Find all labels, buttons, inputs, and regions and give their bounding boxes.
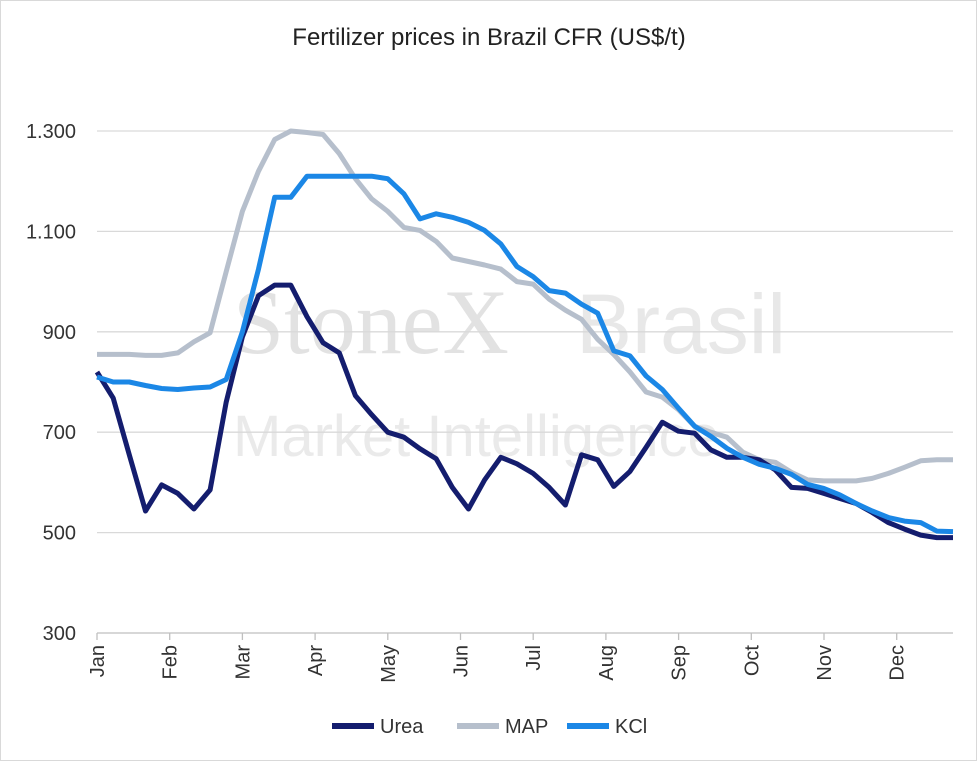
legend-label-kcl: KCl <box>615 716 647 738</box>
x-tick-label: Feb <box>160 645 182 679</box>
y-tick-label: 1.300 <box>26 121 76 143</box>
y-tick-label: 500 <box>43 523 76 545</box>
series-line-map <box>97 128 953 484</box>
y-tick-label: 1.100 <box>26 221 76 243</box>
watermark-country: Brasil <box>576 277 786 371</box>
x-tick-label: Oct <box>741 645 763 677</box>
x-tick-label: Dec <box>887 645 909 681</box>
y-axis-ticks: 300 500 700 900 1.100 1.300 <box>26 121 76 645</box>
legend: Urea MAP KCl <box>332 716 647 738</box>
x-tick-label: Nov <box>814 645 836 681</box>
watermark-brand: StoneX <box>233 271 509 373</box>
gridlines <box>97 130 953 634</box>
y-tick-label: 900 <box>43 322 76 344</box>
watermark-subtitle: Market Intelligence <box>233 404 720 469</box>
series-line-urea <box>94 282 953 541</box>
x-tick-label: Jun <box>451 645 473 677</box>
x-axis-ticks: Jan Feb Mar Apr May Jun Jul Aug Sep Oct Nov Dec <box>87 633 909 683</box>
y-tick-label: 700 <box>43 422 76 444</box>
x-tick-label: Sep <box>669 645 691 681</box>
x-tick-label: May <box>378 645 400 683</box>
series-lines <box>94 128 954 541</box>
legend-label-map: MAP <box>505 716 548 738</box>
series-line-kcl <box>96 173 954 535</box>
chart-title: Fertilizer prices in Brazil CFR (US$/t) <box>292 24 685 51</box>
legend-label-urea: Urea <box>380 716 424 738</box>
x-tick-label: Jul <box>523 645 545 671</box>
x-tick-label: Jan <box>87 645 109 677</box>
x-tick-label: Aug <box>596 645 618 681</box>
x-tick-label: Apr <box>305 645 327 676</box>
x-tick-label: Mar <box>232 645 254 680</box>
y-tick-label: 300 <box>43 623 76 645</box>
